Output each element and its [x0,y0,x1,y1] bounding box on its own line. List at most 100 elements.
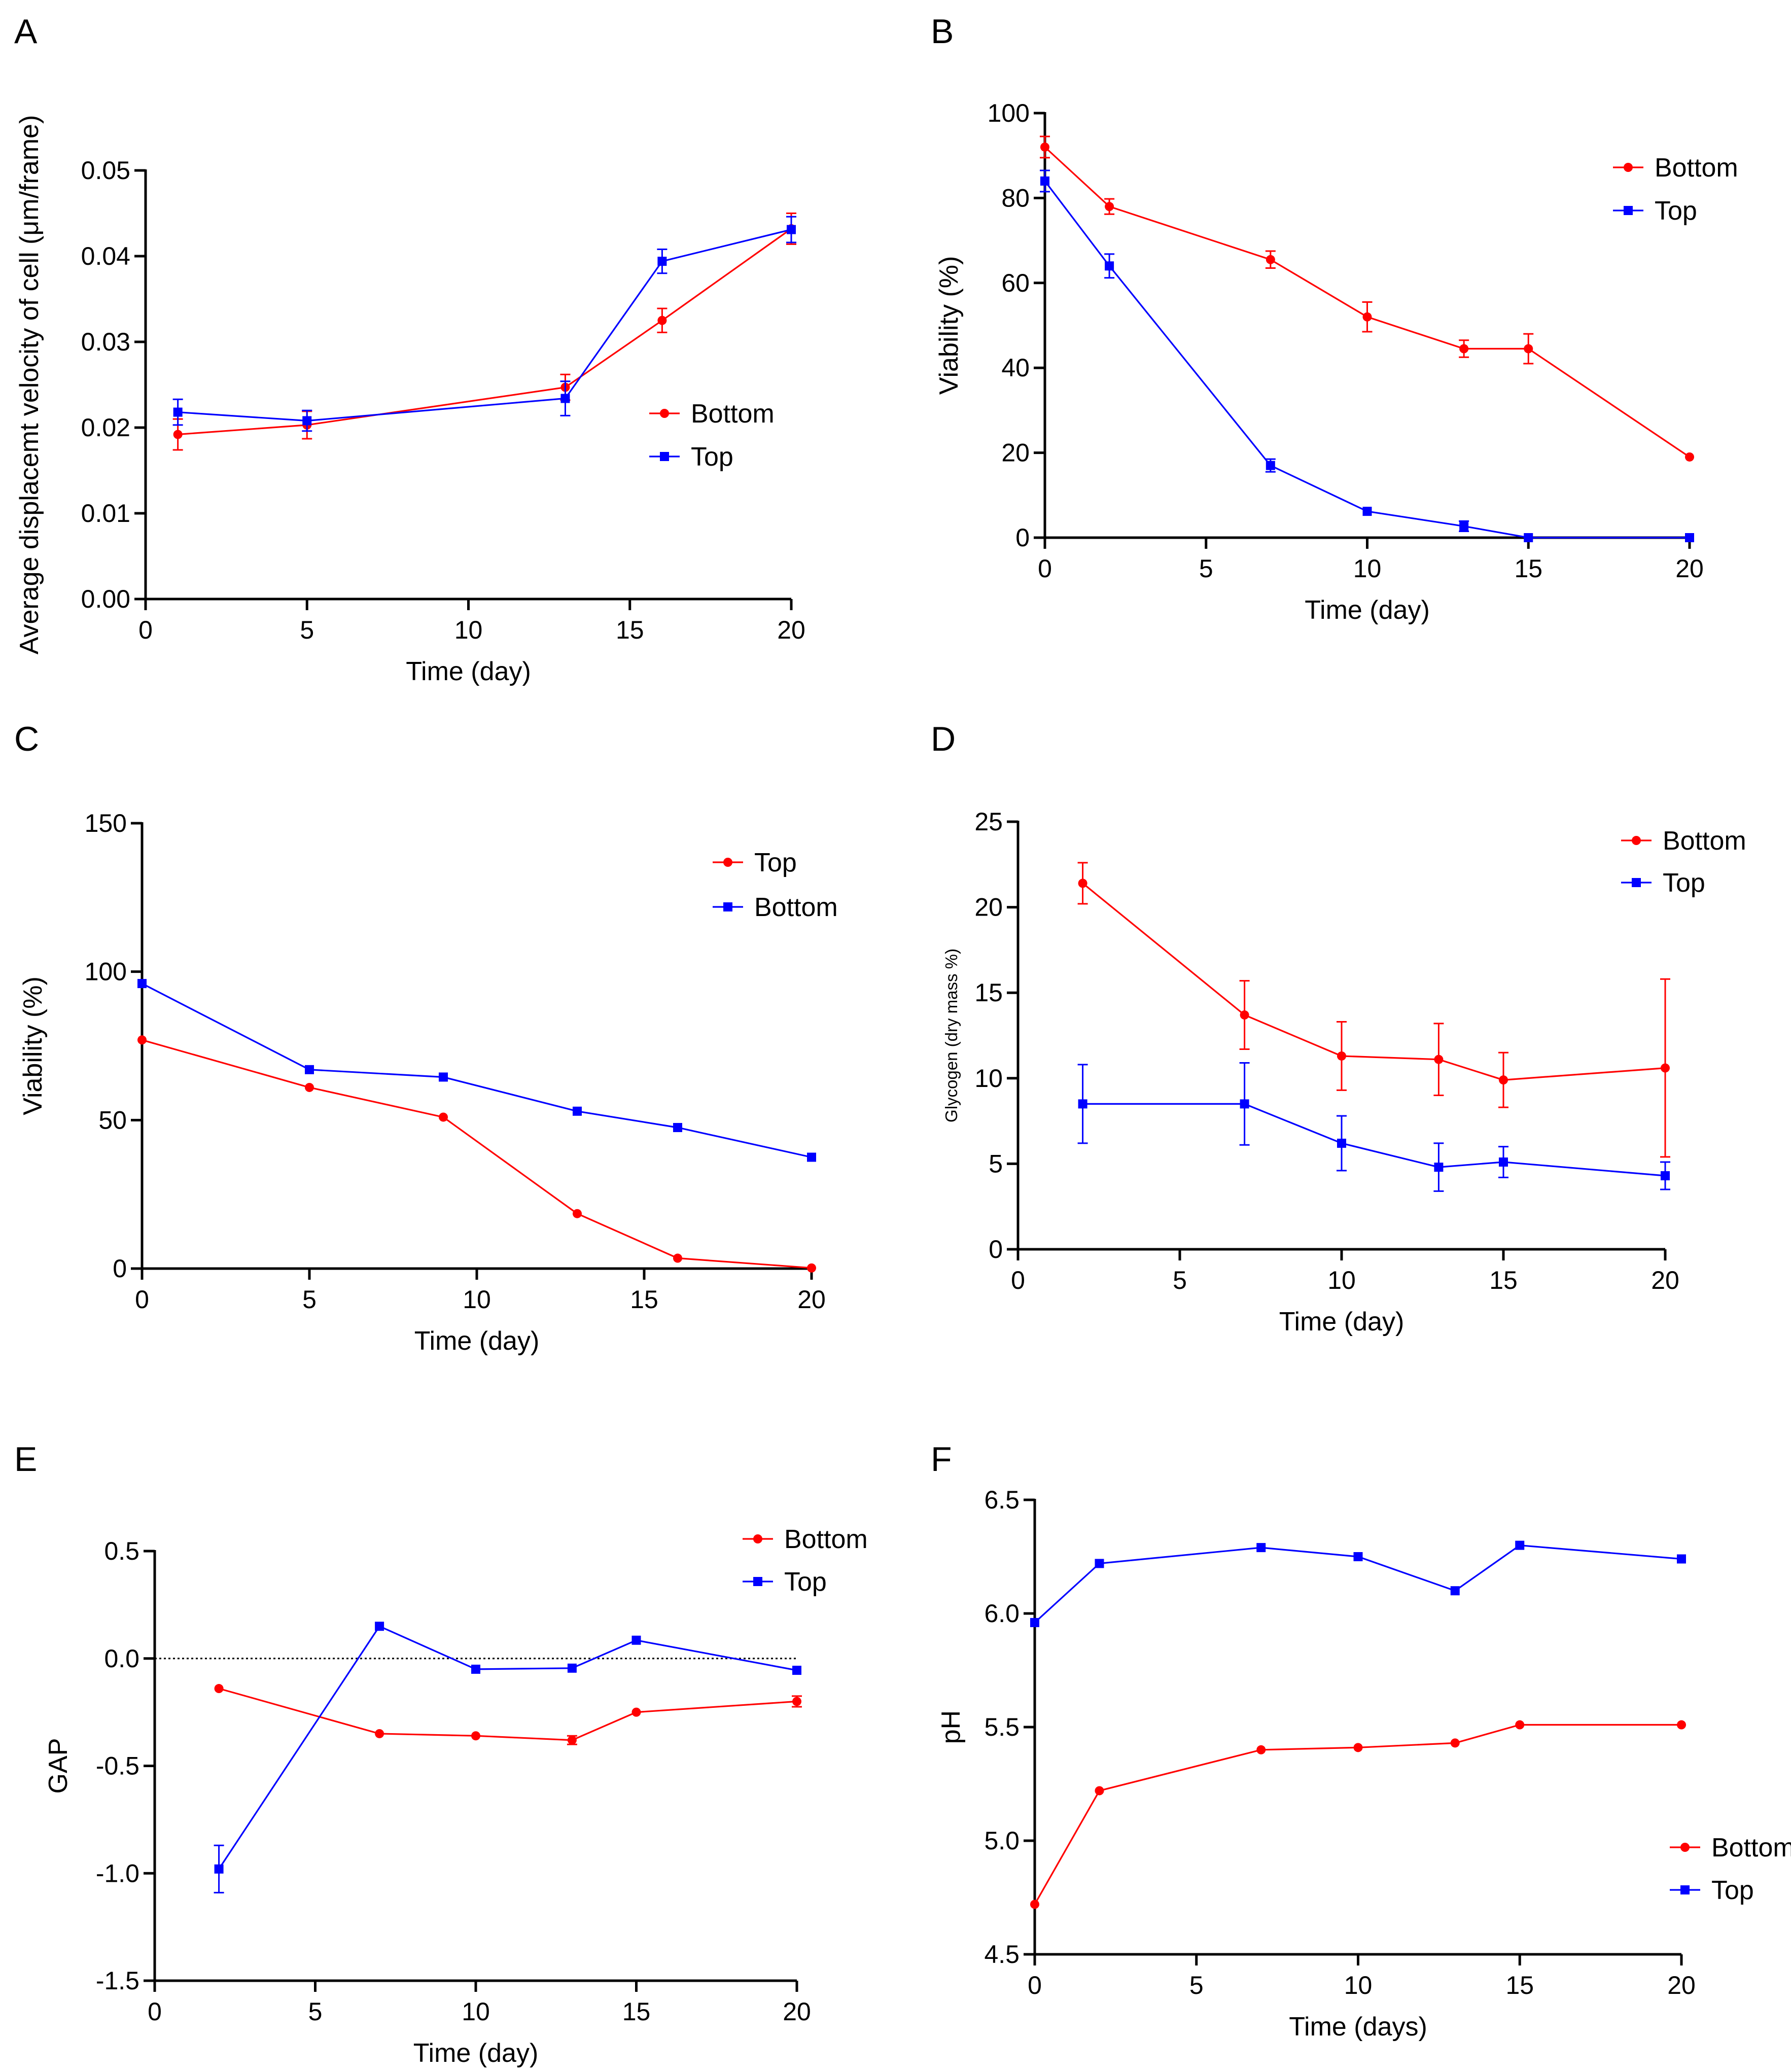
x-tick-label-b: 20 [1675,554,1704,583]
data-point [567,1735,577,1745]
data-point [1499,1157,1508,1167]
panel-letter-e: E [14,1440,37,1479]
data-point [305,1065,314,1074]
legend-marker [1632,878,1641,887]
data-point [1661,1063,1670,1073]
data-point [1030,1618,1039,1627]
y-tick-label-e: -1.0 [96,1859,139,1887]
legend-marker [660,452,669,461]
y-tick-label-a: 0.03 [81,328,130,356]
x-tick-label-d: 5 [1173,1266,1187,1294]
legend-marker [723,858,732,867]
legend-label: Bottom [1663,826,1746,856]
data-point [1337,1051,1346,1061]
series-bottom-d [1077,862,1670,1158]
y-tick-label-e: 0.0 [104,1644,139,1673]
panel-b: B 0 20 40 60 80 100 0 5 10 15 20 Time (day) Viability… [931,12,1738,625]
data-point [1095,1786,1104,1796]
x-tick-label-a: 20 [777,616,805,644]
y-tick-label-d: 5 [989,1149,1003,1178]
y-tick-label-e: -1.5 [96,1966,139,1995]
data-point [375,1622,384,1631]
series-line-top-d [1082,1103,1666,1177]
y-axis-title-c: Viability (%) [18,976,48,1115]
x-tick-label-d: 15 [1489,1266,1518,1294]
data-point [1661,1171,1670,1181]
data-point [673,1253,682,1263]
legend-label: Top [1655,196,1697,226]
data-point [1450,1738,1460,1748]
x-axis-title-c: Time (day) [414,1326,540,1356]
x-axis-title-d: Time (day) [1279,1307,1404,1337]
series-line-bottom-d [1082,883,1666,1081]
x-tick-label-b: 15 [1514,554,1542,583]
x-tick-label-e: 20 [783,1997,811,2026]
data-point [375,1729,384,1738]
data-point [1240,1099,1249,1109]
x-tick-label-a: 5 [300,616,314,644]
y-tick-label-e: 0.5 [104,1537,139,1565]
x-tick-label-a: 0 [138,616,153,644]
x-tick-label-c: 0 [135,1285,149,1314]
data-point [1078,879,1087,888]
y-axis-title-e: GAP [44,1738,73,1794]
data-point [1105,261,1114,271]
data-point [1078,1099,1087,1109]
series-top-c [137,1035,816,1273]
data-point [439,1112,448,1122]
y-tick-label-a: 0.04 [81,242,130,270]
y-tick-label-c: 100 [85,958,127,986]
x-tick-label-f: 5 [1189,1971,1204,1999]
panel-a: A 0.00 0.01 0.02 0.03 0.04 0.05 0 5 10 15 20 Time (d… [14,12,805,686]
legend-label: Bottom [691,399,775,429]
y-tick-label-f: 4.5 [984,1940,1020,1969]
series-bottom-c [137,979,816,1162]
data-point [792,1697,801,1706]
data-point [807,1263,816,1273]
legend-marker [1632,836,1641,845]
y-axis-title-a: Average displacemt velocity of cell (μm/… [15,115,44,655]
data-point [1524,533,1533,542]
data-point [1450,1586,1460,1596]
data-point [631,1635,641,1645]
y-axis-title-b: Viability (%) [934,256,964,395]
data-point [807,1152,816,1162]
legend-marker [1680,1843,1690,1852]
series-line-bottom-c [142,982,812,1158]
y-tick-label-d: 20 [974,893,1003,922]
data-point [1362,507,1372,516]
y-tick-label-c: 50 [98,1106,127,1134]
data-point [1353,1743,1363,1752]
data-point [657,315,667,325]
x-tick-label-c: 10 [463,1285,491,1314]
x-tick-label-e: 15 [622,1997,651,2026]
data-point [1266,255,1275,264]
x-tick-label-b: 10 [1353,554,1382,583]
y-tick-label-d: 10 [974,1064,1003,1093]
panel-c: C 0 50 100 150 0 5 10 15 20 Time (day) Viability (%… [14,720,838,1356]
y-tick-label-c: 0 [113,1254,127,1283]
data-point [214,1864,224,1874]
x-tick-label-b: 5 [1199,554,1213,583]
data-point [214,1684,224,1694]
legend-label: Top [784,1567,827,1597]
data-point [1353,1552,1363,1561]
y-tick-label-b: 60 [1001,269,1030,297]
data-point [1240,1010,1249,1020]
y-tick-label-a: 0.05 [81,156,130,185]
y-tick-label-b: 20 [1001,439,1030,467]
data-point [1040,176,1049,186]
data-point [302,416,312,426]
data-point [471,1664,480,1674]
panel-f: F 4.5 5.0 5.5 6.0 6.5 0 5 10 15 20 Time (days) pH Bot… [931,1440,1791,2042]
legend-marker [753,1534,762,1543]
data-point [137,979,147,989]
x-axis-title-e: Time (day) [413,2039,539,2068]
legend-label: Top [1663,868,1705,898]
series-line-top-c [142,1039,812,1269]
y-tick-label-a: 0.01 [81,499,130,528]
panel-letter-f: F [931,1440,952,1479]
legend-label: Top [754,848,797,877]
series-line-top-e [218,1625,797,1870]
data-point [1515,1540,1525,1550]
